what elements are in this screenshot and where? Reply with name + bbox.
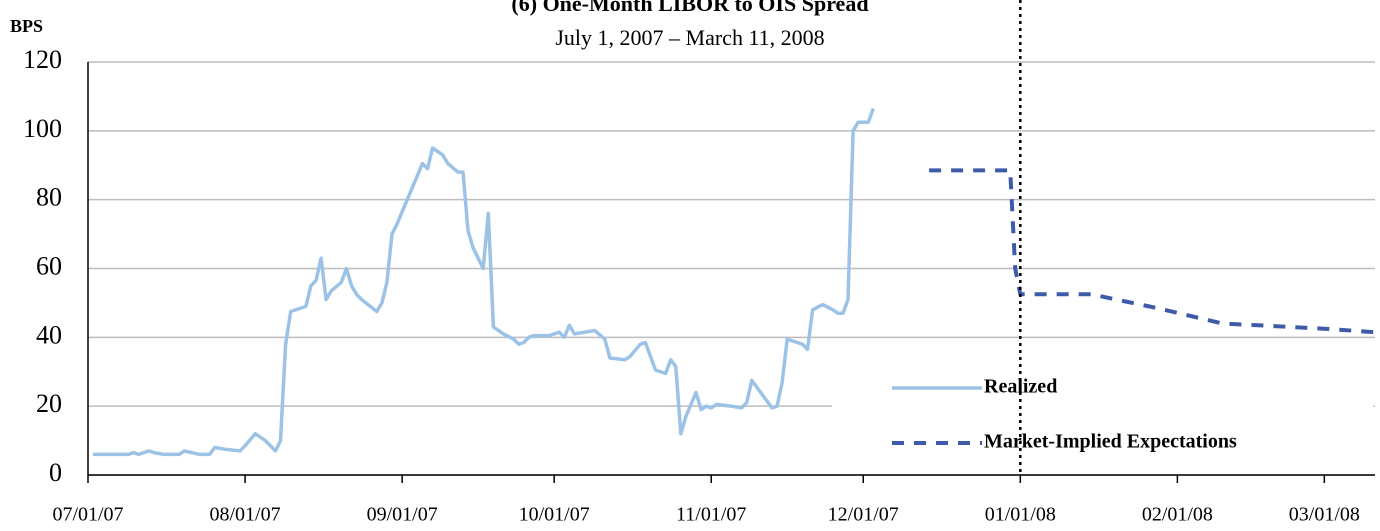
x-tick-label: 02/01/08 (1142, 504, 1213, 526)
x-tick-label: 03/01/08 (1289, 504, 1360, 526)
chart-subtitle: July 1, 2007 – March 11, 2008 (555, 25, 824, 50)
x-tick-label: 12/01/07 (828, 504, 899, 526)
x-tick-label: 09/01/07 (367, 504, 438, 526)
legend-label: Realized (984, 376, 1057, 398)
x-tick-label: 01/01/08 (985, 504, 1056, 526)
x-tick-label: 07/01/07 (52, 504, 123, 526)
y-tick-label: 0 (49, 458, 62, 487)
y-axis-label: BPS (10, 16, 43, 36)
y-tick-label: 40 (36, 320, 62, 349)
x-tick-label: 11/01/07 (676, 504, 746, 526)
x-tick-label: 08/01/07 (210, 504, 281, 526)
y-tick-label: 80 (36, 183, 62, 212)
legend-box (832, 362, 1373, 472)
y-tick-label: 120 (23, 45, 62, 74)
series-line (93, 107, 876, 457)
x-tick-label: 10/01/07 (519, 504, 590, 526)
series-line (929, 168, 1376, 335)
y-tick-label: 100 (23, 114, 62, 143)
chart-title: (6) One-Month LIBOR to OIS Spread (511, 0, 868, 16)
y-tick-label: 20 (36, 389, 62, 418)
legend-label: Market-Implied Expectations (984, 431, 1237, 453)
y-tick-label: 60 (36, 251, 62, 280)
